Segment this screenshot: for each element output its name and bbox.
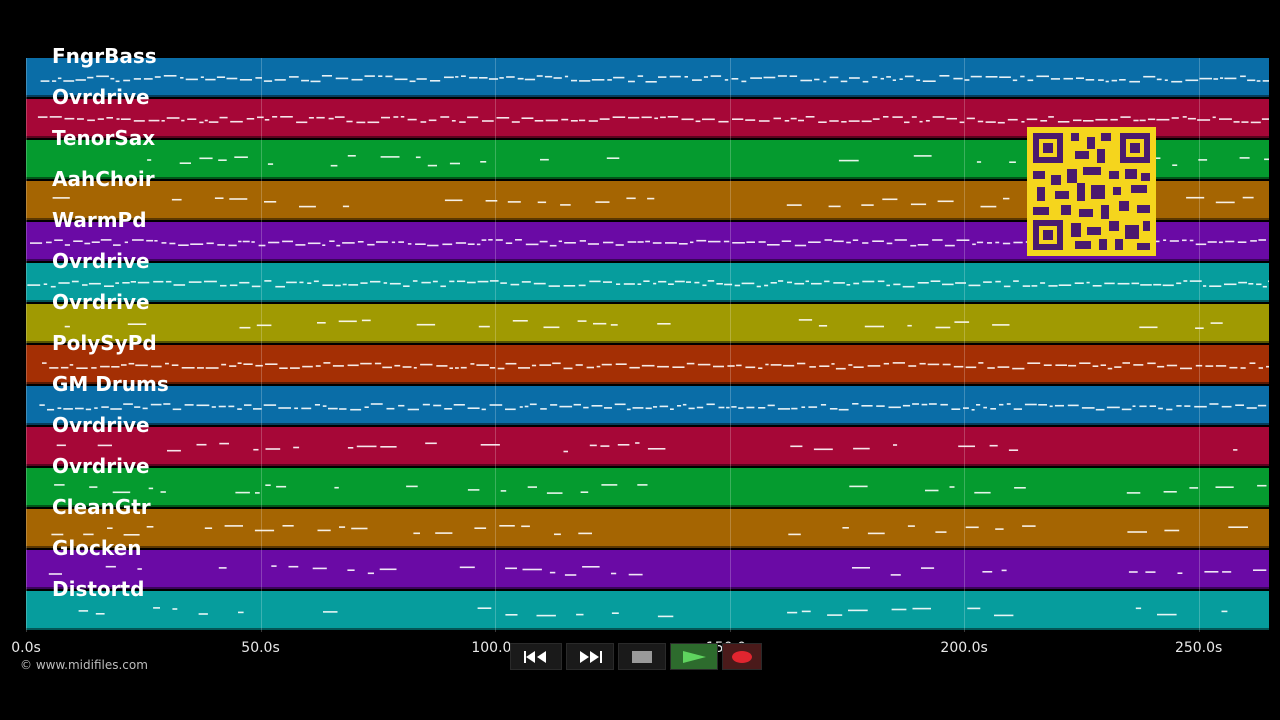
note-strip: [39, 403, 1267, 411]
track-lane[interactable]: [26, 427, 1269, 466]
note-strip: [42, 362, 1269, 370]
note-strip: [51, 525, 1248, 536]
track-name: CleanGtr: [52, 495, 151, 519]
track-name: Distortd: [52, 577, 145, 601]
time-tick-label: 100.0s: [471, 640, 519, 656]
track-name: Ovrdrive: [52, 85, 150, 109]
note-strip: [52, 196, 1254, 208]
track-name: Ovrdrive: [52, 290, 150, 314]
track-name: TenorSax: [52, 126, 156, 150]
time-tick-label: 200.0s: [940, 640, 988, 656]
note-strip: [64, 319, 1223, 329]
track-lane[interactable]: [26, 550, 1269, 589]
grid-line: [260, 58, 262, 632]
piano-roll: [26, 58, 1269, 632]
track-lane[interactable]: [26, 591, 1269, 630]
track-name: PolySyPd: [52, 331, 157, 355]
play-icon: [683, 650, 706, 663]
time-tick-label: 0.0s: [11, 640, 41, 656]
note-strip: [54, 484, 1267, 494]
time-tick-label: 50.0s: [241, 640, 280, 656]
copyright-text: © www.midifiles.com: [20, 658, 148, 672]
note-strip: [48, 565, 1267, 576]
play-button[interactable]: [670, 643, 718, 670]
time-tick-label: 250.0s: [1174, 640, 1223, 656]
track-lane[interactable]: [26, 386, 1269, 425]
rewind-button[interactable]: [510, 643, 562, 670]
track-lane[interactable]: [26, 263, 1269, 302]
grid-line: [1198, 58, 1200, 632]
note-strip: [78, 607, 1228, 618]
fast-forward-button[interactable]: [566, 643, 614, 670]
grid-line: [26, 58, 27, 632]
stop-button[interactable]: [618, 643, 666, 670]
track-lane[interactable]: [26, 304, 1269, 343]
record-icon: [732, 650, 752, 663]
track-lane[interactable]: [26, 468, 1269, 507]
rewind-icon: [524, 650, 546, 663]
grid-line: [964, 58, 966, 632]
stop-icon: [632, 650, 652, 663]
note-strip: [37, 116, 1269, 124]
grid-line: [729, 58, 731, 632]
track-lane[interactable]: [26, 509, 1269, 548]
track-name: Ovrdrive: [52, 249, 150, 273]
note-strip: [56, 442, 1238, 453]
track-lane[interactable]: [26, 58, 1269, 97]
note-strip: [40, 75, 1269, 83]
track-name: Ovrdrive: [52, 454, 150, 478]
track-lane[interactable]: [26, 345, 1269, 384]
qr-code: [1027, 127, 1156, 256]
note-strip: [147, 155, 1269, 167]
track-name: AahChoir: [52, 167, 155, 191]
track-name: Ovrdrive: [52, 413, 150, 437]
note-strip: [27, 280, 1269, 288]
fast-forward-icon: [580, 650, 602, 663]
grid-line: [495, 58, 497, 632]
transport-bar: [510, 643, 770, 670]
track-name: FngrBass: [52, 44, 157, 68]
track-name: GM Drums: [52, 372, 169, 396]
track-name: Glocken: [52, 536, 142, 560]
track-name: WarmPd: [52, 208, 147, 232]
record-button[interactable]: [722, 643, 762, 670]
